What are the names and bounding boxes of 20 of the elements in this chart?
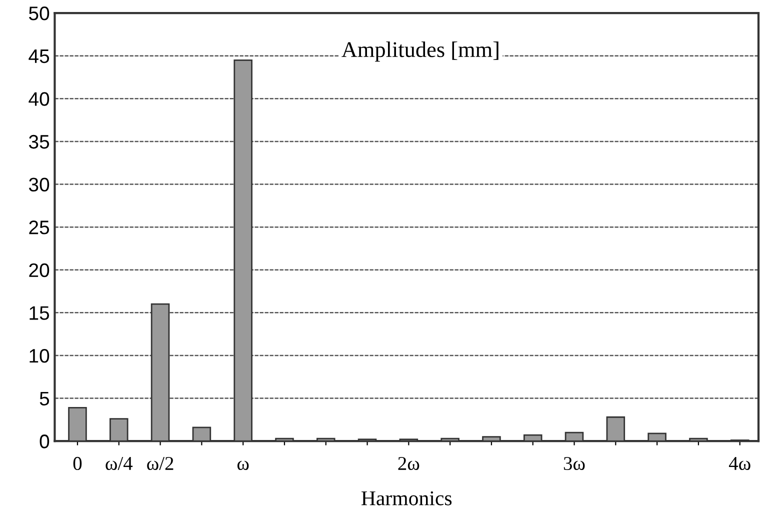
x-tick-label: 3ω (564, 456, 585, 470)
y-tick-label: 5 (40, 392, 50, 406)
y-tick-label: 45 (28, 50, 50, 64)
x-tick-label: 4ω (728, 457, 750, 470)
x-axis-title: Harmonics (361, 491, 452, 506)
y-tick-label: 10 (30, 348, 50, 363)
y-tick-label: 15 (30, 306, 50, 320)
y-tick-label: 25 (29, 220, 50, 234)
x-tick-label: 2ω (398, 456, 420, 470)
y-tick-label: 40 (28, 92, 50, 106)
x-tick-label: ω/2 (147, 456, 174, 470)
x-tick-label: ω (237, 460, 249, 470)
text: Amplitudes [mm] (342, 41, 498, 62)
x-tick-label: 0 (73, 456, 82, 470)
y-tick-label: 20 (29, 263, 50, 278)
y-tick-label: 50 (29, 6, 50, 20)
y-tick-label: 35 (28, 134, 50, 149)
y-tick-label: 0 (40, 434, 50, 448)
x-tick-label: ω/4 (106, 457, 133, 470)
y-tick-label: 30 (28, 178, 50, 192)
